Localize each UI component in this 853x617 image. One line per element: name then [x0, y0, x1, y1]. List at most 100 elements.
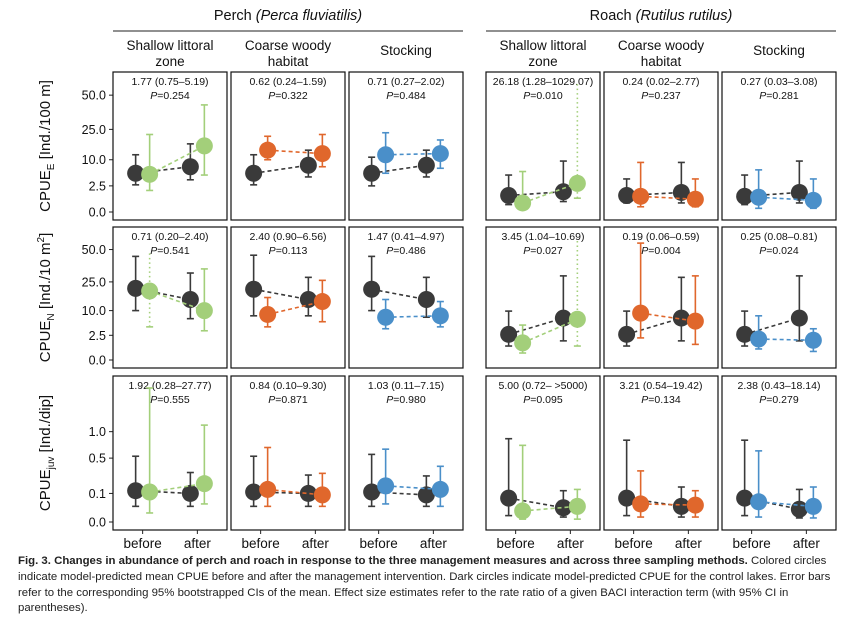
p-value: P=0.871 — [268, 394, 308, 406]
treatment-point-before — [514, 194, 532, 212]
panel-r0-c2: 0.71 (0.27–2.02) P=0.484 — [348, 71, 464, 221]
treatment-connector — [149, 482, 205, 493]
panel-frame — [348, 71, 464, 221]
x-tick-label-before: before — [614, 536, 652, 551]
x-tick-label-after: after — [793, 536, 821, 551]
treatment-point-after — [195, 137, 213, 155]
control-point-before — [127, 164, 145, 182]
y-axis-label-row-0: CPUEE [Ind./100 m] — [37, 80, 57, 212]
p-value: P=0.322 — [268, 90, 308, 102]
figure-caption: Fig. 3. Changes in abundance of perch an… — [18, 554, 840, 617]
effect-size: 0.27 (0.03–3.08) — [740, 76, 817, 88]
treatment-connector — [385, 485, 441, 491]
p-value: P=0.254 — [150, 90, 190, 102]
treatment-point-before — [632, 304, 650, 322]
x-tick-label-before: before — [241, 536, 279, 551]
control-point-after — [554, 309, 572, 327]
panel-r1-c2: 1.47 (0.41–4.97) P=0.486 — [348, 226, 464, 369]
measure-header-1-line2: habitatCoarse woody habitat — [641, 54, 682, 69]
panel-r1-c5: 0.25 (0.08–0.81) P=0.024 — [721, 226, 837, 369]
p-value: P=0.004 — [641, 245, 681, 257]
treatment-connector — [758, 196, 814, 202]
effect-size: 0.24 (0.02–2.77) — [622, 76, 699, 88]
treatment-point-before — [750, 188, 768, 206]
y-tick-label: 2.5 — [89, 329, 106, 343]
treatment-point-after — [804, 191, 822, 209]
treatment-connector — [522, 182, 578, 204]
x-tick-label-after: after — [184, 536, 212, 551]
measure-header-1-line2: habitatCoarse woody habitat — [268, 54, 309, 69]
effect-size: 26.18 (1.28–1029.07) — [493, 76, 593, 88]
control-point-before — [245, 164, 263, 182]
effect-size: 2.38 (0.43–18.14) — [738, 380, 821, 392]
panel-frame — [112, 71, 228, 221]
p-value: P=0.484 — [386, 90, 426, 102]
y-tick-label: 25.0 — [82, 275, 106, 289]
treatment-point-after — [568, 310, 586, 328]
control-point-before — [245, 483, 263, 501]
treatment-point-before — [632, 495, 650, 513]
control-point-before — [500, 325, 518, 343]
x-tick-label-before: before — [732, 536, 770, 551]
effect-size: 1.47 (0.41–4.97) — [367, 231, 444, 243]
measure-header-0-line2: zoneShallow littoral zone — [528, 54, 557, 69]
measure-header-1-line1: Coarse woody — [245, 38, 332, 53]
panel-r0-c4: 0.24 (0.02–2.77) P=0.237 — [603, 71, 719, 221]
panel-frame — [348, 226, 464, 369]
treatment-connector — [385, 315, 441, 319]
p-value: P=0.134 — [641, 394, 681, 406]
treatment-connector — [522, 318, 578, 344]
treatment-connector — [267, 149, 323, 155]
y-tick-label: 1.0 — [89, 425, 106, 439]
effect-size: 0.62 (0.24–1.59) — [249, 76, 326, 88]
p-value: P=0.010 — [523, 90, 563, 102]
control-point-after — [672, 183, 690, 201]
treatment-point-after — [568, 174, 586, 192]
treatment-point-after — [431, 307, 449, 325]
y-tick-label: 0.0 — [89, 206, 106, 220]
p-value: P=0.980 — [386, 394, 426, 406]
p-value: P=0.113 — [269, 245, 308, 257]
effect-size: 0.19 (0.06–0.59) — [622, 231, 699, 243]
treatment-point-before — [141, 165, 159, 183]
control-point-before — [736, 325, 754, 343]
control-point-after — [672, 497, 690, 515]
y-tick-label: 25.0 — [82, 123, 106, 137]
treatment-point-before — [377, 146, 395, 164]
control-connector — [508, 497, 564, 509]
control-point-before — [127, 279, 145, 297]
treatment-point-after — [313, 293, 331, 311]
treatment-point-after — [568, 497, 586, 515]
panel-frame — [721, 71, 837, 221]
treatment-connector — [385, 152, 441, 156]
control-point-after — [417, 156, 435, 174]
effect-size: 3.45 (1.04–10.69) — [502, 231, 585, 243]
x-tick-label-before: before — [123, 536, 161, 551]
control-point-before — [736, 489, 754, 507]
panel-frame — [603, 375, 719, 531]
treatment-connector — [522, 505, 578, 512]
effect-size: 0.71 (0.20–2.40) — [131, 231, 208, 243]
y-tick-label: 50.0 — [82, 89, 106, 103]
x-tick-label-before: before — [496, 536, 534, 551]
measure-header-0-line1: Shallow littoral — [499, 38, 586, 53]
treatment-point-after — [313, 145, 331, 163]
p-value: P=0.486 — [386, 245, 426, 257]
control-point-after — [299, 291, 317, 308]
treatment-connector — [149, 290, 205, 312]
panel-frame — [348, 375, 464, 531]
control-connector — [253, 288, 309, 301]
panel-frame — [230, 375, 346, 531]
treatment-point-before — [514, 502, 532, 520]
p-value: P=0.095 — [523, 394, 563, 406]
treatment-connector — [758, 501, 814, 508]
control-point-after — [790, 183, 808, 201]
panel-r2-c5: 2.38 (0.43–18.14) P=0.279 before after — [721, 375, 837, 551]
treatment-point-before — [141, 282, 159, 300]
effect-size: 5.00 (0.72– >5000) — [498, 380, 587, 392]
treatment-point-before — [632, 187, 650, 205]
y-tick-label: 0.0 — [89, 354, 106, 368]
control-point-before — [618, 325, 636, 343]
y-tick-label: 0.0 — [89, 516, 106, 530]
control-connector — [253, 164, 309, 175]
